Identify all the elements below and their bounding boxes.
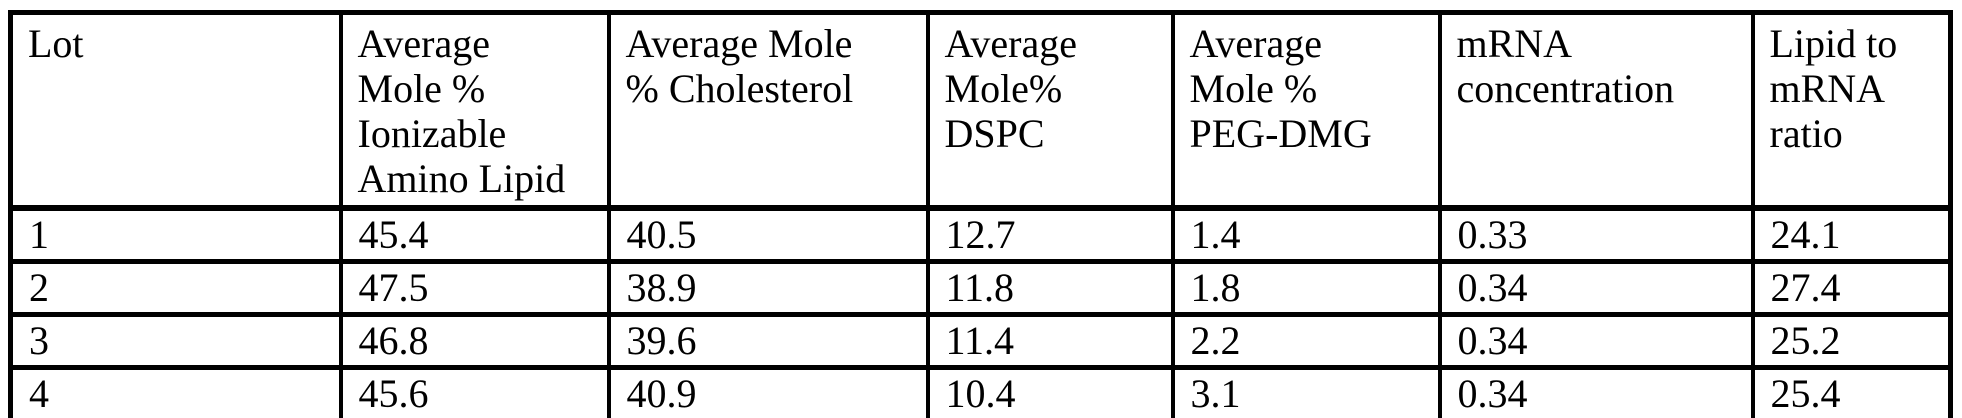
cell-peg-dmg: 1.4: [1170, 205, 1442, 264]
cell-lot: 3: [8, 312, 343, 370]
cell-cholesterol: 39.6: [606, 312, 930, 370]
cell-lot: 1: [8, 205, 343, 264]
table-row-lot-1: 1 45.4 40.5 12.7 1.4 0.33 24.1: [8, 205, 1953, 264]
cell-mrna-concentration: 0.34: [1437, 259, 1755, 317]
cell-lot: 4: [8, 365, 343, 418]
table-row-lot-3: 3 46.8 39.6 11.4 2.2 0.34 25.2: [8, 312, 1953, 370]
column-header-ionizable-amino-lipid: Average Mole % Ionizable Amino Lipid: [338, 10, 611, 211]
cell-peg-dmg: 3.1: [1170, 365, 1442, 418]
cell-ionizable-amino-lipid: 47.5: [338, 259, 611, 317]
cell-cholesterol: 38.9: [606, 259, 930, 317]
cell-peg-dmg: 2.2: [1170, 312, 1442, 370]
column-header-dspc: Average Mole% DSPC: [925, 10, 1175, 211]
cell-cholesterol: 40.5: [606, 205, 930, 264]
cell-lipid-mrna-ratio: 27.4: [1750, 259, 1953, 317]
cell-lipid-mrna-ratio: 25.2: [1750, 312, 1953, 370]
column-header-cholesterol: Average Mole % Cholesterol: [606, 10, 930, 211]
table-row-lot-4: 4 45.6 40.9 10.4 3.1 0.34 25.4: [8, 365, 1953, 418]
cell-dspc: 12.7: [925, 205, 1175, 264]
cell-lipid-mrna-ratio: 24.1: [1750, 205, 1953, 264]
cell-mrna-concentration: 0.33: [1437, 205, 1755, 264]
lipid-lot-formulation-table: Lot Average Mole % Ionizable Amino Lipid…: [8, 10, 1953, 418]
column-header-lot: Lot: [8, 10, 343, 211]
column-header-lipid-mrna-ratio: Lipid to mRNA ratio: [1750, 10, 1953, 211]
cell-peg-dmg: 1.8: [1170, 259, 1442, 317]
table-header-row: Lot Average Mole % Ionizable Amino Lipid…: [8, 10, 1953, 211]
cell-ionizable-amino-lipid: 45.4: [338, 205, 611, 264]
table-row-lot-2: 2 47.5 38.9 11.8 1.8 0.34 27.4: [8, 259, 1953, 317]
cell-ionizable-amino-lipid: 45.6: [338, 365, 611, 418]
cell-ionizable-amino-lipid: 46.8: [338, 312, 611, 370]
cell-lot: 2: [8, 259, 343, 317]
column-header-peg-dmg: Average Mole % PEG-DMG: [1170, 10, 1442, 211]
cell-cholesterol: 40.9: [606, 365, 930, 418]
cell-dspc: 11.4: [925, 312, 1175, 370]
cell-dspc: 10.4: [925, 365, 1175, 418]
cell-dspc: 11.8: [925, 259, 1175, 317]
cell-lipid-mrna-ratio: 25.4: [1750, 365, 1953, 418]
column-header-mrna-concentration: mRNA concentration: [1437, 10, 1755, 211]
cell-mrna-concentration: 0.34: [1437, 312, 1755, 370]
cell-mrna-concentration: 0.34: [1437, 365, 1755, 418]
